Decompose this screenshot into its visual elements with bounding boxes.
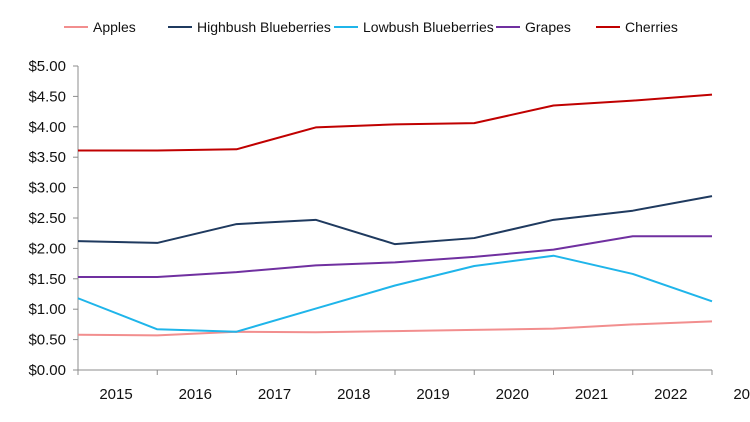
series-line-grapes	[78, 235, 712, 278]
y-tick-label: $4.50	[28, 88, 66, 105]
legend-label: Grapes	[525, 19, 571, 35]
y-tick-label: $0.50	[28, 332, 66, 349]
y-axis: $0.00 $0.50 $1.00 $1.50 $2.00 $2.50 $3.00 $3.50…	[28, 58, 79, 379]
legend-item-apples: Apples	[64, 19, 136, 35]
legend-item-cherries: Cherries	[596, 19, 678, 35]
y-tick-label: $3.00	[28, 180, 66, 197]
legend-item-highbush-blueberries: Highbush Blueberries	[168, 19, 331, 35]
x-tick-label: 2015	[99, 386, 132, 403]
legend-label: Highbush Blueberries	[197, 19, 331, 35]
plot-area	[77, 93, 713, 337]
legend-item-lowbush-blueberries: Lowbush Blueberries	[334, 19, 494, 35]
y-tick-label: $2.50	[28, 210, 66, 227]
series-line-apples	[77, 320, 713, 337]
x-axis: 2015 2016 2017 2018 2019 2020 2021 2022 2023	[77, 369, 750, 403]
y-tick-label: $5.00	[28, 58, 66, 75]
legend-label: Apples	[93, 19, 136, 35]
y-tick-label: $1.50	[28, 271, 66, 288]
y-tick-label: $4.00	[28, 119, 66, 136]
x-tick-label: 2020	[496, 386, 529, 403]
legend-item-grapes: Grapes	[496, 19, 571, 35]
x-tick-label: 2023	[733, 386, 750, 403]
x-tick-label: 2017	[258, 386, 291, 403]
x-tick-label: 2019	[416, 386, 449, 403]
y-tick-label: $1.00	[28, 301, 66, 318]
x-tick-label: 2016	[179, 386, 212, 403]
legend-label: Lowbush Blueberries	[363, 19, 494, 35]
y-tick-label: $2.00	[28, 240, 66, 257]
legend: Apples Highbush Blueberries Lowbush Bluebe…	[64, 19, 678, 35]
x-tick-label: 2021	[575, 386, 608, 403]
x-tick-label: 2018	[337, 386, 370, 403]
legend-label: Cherries	[625, 19, 678, 35]
series-line-cherries	[78, 93, 713, 152]
y-tick-label: $3.50	[28, 149, 66, 166]
series-line-highbush-blueberries	[77, 195, 713, 246]
x-tick-label: 2022	[654, 386, 687, 403]
y-tick-label: $0.00	[28, 362, 66, 379]
series-line-lowbush-blueberries	[77, 254, 713, 333]
